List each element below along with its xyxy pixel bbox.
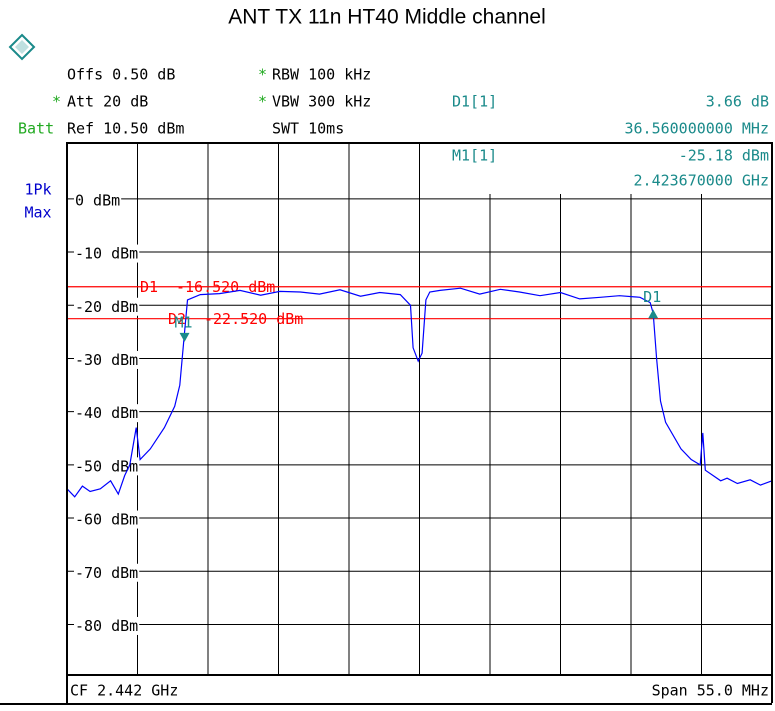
vbw: VBW 300 kHz <box>272 93 371 111</box>
marker-label: D1 <box>643 288 661 306</box>
battery: Batt <box>18 120 54 138</box>
marker <box>648 309 659 319</box>
y-tick-label: -40 dBm <box>75 404 138 422</box>
title: ANT TX 11n HT40 Middle channel <box>228 6 546 29</box>
logo <box>8 33 36 61</box>
label-bg <box>74 191 122 210</box>
center-freq: CF 2.442 GHz <box>70 682 178 700</box>
label-bg <box>74 244 140 263</box>
rbw: RBW 100 kHz <box>272 66 371 84</box>
y-tick-label: -60 dBm <box>75 511 138 529</box>
vbw-flag: * <box>258 93 267 111</box>
offset: Offs 0.50 dB <box>67 66 175 84</box>
trace-mode: Max <box>24 204 51 222</box>
marker-name: D1[1] <box>452 93 497 111</box>
display-line-value: -16.520 dBm <box>176 278 275 296</box>
label-bg <box>74 297 140 316</box>
ref-level: Ref 10.50 dBm <box>67 120 184 138</box>
marker <box>179 332 190 342</box>
y-tick-label: 0 dBm <box>75 191 120 209</box>
label-bg <box>74 510 140 529</box>
y-tick-label: -70 dBm <box>75 564 138 582</box>
label-bg <box>74 350 140 369</box>
plot-frame <box>66 142 773 676</box>
span: Span 55.0 MHz <box>652 682 769 700</box>
marker-level: -25.18 dBm <box>679 147 769 165</box>
y-tick-label: -80 dBm <box>75 617 138 635</box>
att-flag: * <box>52 93 61 111</box>
detector: 1Pk <box>24 181 51 199</box>
attenuation: Att 20 dB <box>67 93 148 111</box>
sweep-time: SWT 10ms <box>272 120 344 138</box>
label-bg <box>74 457 140 476</box>
y-tick-label: -30 dBm <box>75 351 138 369</box>
marker-freq: 36.560000000 MHz <box>625 120 770 138</box>
y-tick-label: -20 dBm <box>75 298 138 316</box>
y-tick-label: -50 dBm <box>75 457 138 475</box>
trace <box>66 287 773 498</box>
marker-level: 3.66 dB <box>706 93 769 111</box>
marker-label: M1 <box>175 313 193 331</box>
rbw-flag: * <box>258 66 267 84</box>
display-line-value: -22.520 dBm <box>204 310 303 328</box>
display-line-name: D1 <box>140 278 158 296</box>
label-bg <box>74 563 140 582</box>
display-line-name: D2 <box>168 310 186 328</box>
label-bg <box>74 404 140 423</box>
label-bg <box>74 616 140 635</box>
y-tick-label: -10 dBm <box>75 245 138 263</box>
marker-freq: 2.423670000 GHz <box>634 172 769 190</box>
marker-info-bg <box>449 144 771 194</box>
marker-name: M1[1] <box>452 147 497 165</box>
